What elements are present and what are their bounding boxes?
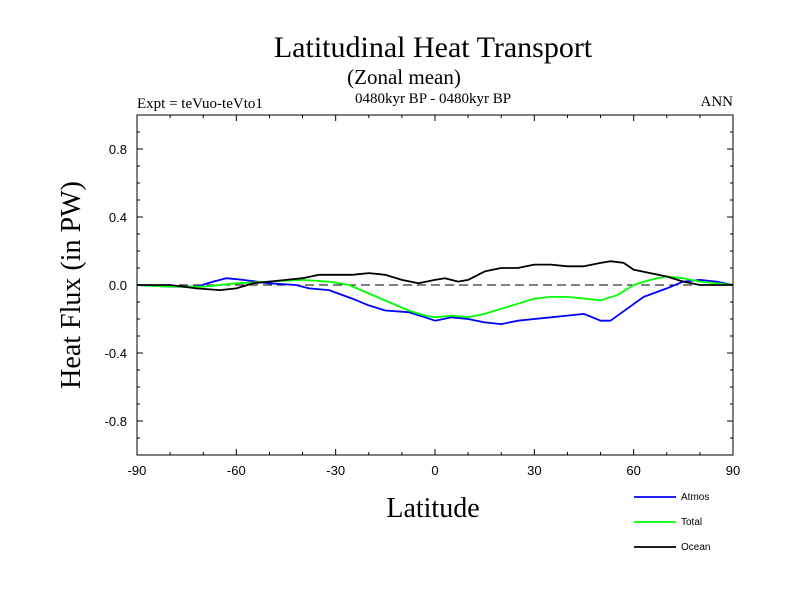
chart-subtitle: (Zonal mean) <box>347 65 461 89</box>
legend: Atmos Total Ocean <box>634 492 710 553</box>
experiment-label: Expt = teVuo-teVto1 <box>137 96 263 112</box>
plot-area: -90 -60 -30 0 30 60 90 0.8 0.4 0.0 -0.4 -0.8 <box>105 114 740 478</box>
legend-label-atmos: Atmos <box>681 492 709 503</box>
x-tick-label: -90 <box>128 463 147 478</box>
legend-label-total: Total <box>681 517 702 528</box>
x-tick-label: 30 <box>527 463 541 478</box>
x-axis-label: Latitude <box>386 493 479 524</box>
y-axis-label: Heat Flux (in PW) <box>56 181 87 389</box>
y-tick-label: -0.8 <box>105 414 127 429</box>
legend-label-ocean: Ocean <box>681 542 710 553</box>
x-tick-label: -30 <box>326 463 345 478</box>
season-label: ANN <box>701 94 734 110</box>
y-tick-label: 0.4 <box>109 210 127 225</box>
x-tick-label: 90 <box>726 463 740 478</box>
series-line-ocean <box>137 260 733 292</box>
y-tick-label: 0.0 <box>109 278 127 293</box>
x-tick-label: 60 <box>626 463 640 478</box>
x-tick-label: -60 <box>227 463 246 478</box>
series-line-total <box>136 275 734 319</box>
y-tick-label: -0.4 <box>105 346 127 361</box>
chart-title: Latitudinal Heat Transport <box>274 31 593 64</box>
x-tick-label: 0 <box>431 463 438 478</box>
y-tick-label: 0.8 <box>109 142 127 157</box>
time-range-label: 0480kyr BP - 0480kyr BP <box>355 91 511 107</box>
